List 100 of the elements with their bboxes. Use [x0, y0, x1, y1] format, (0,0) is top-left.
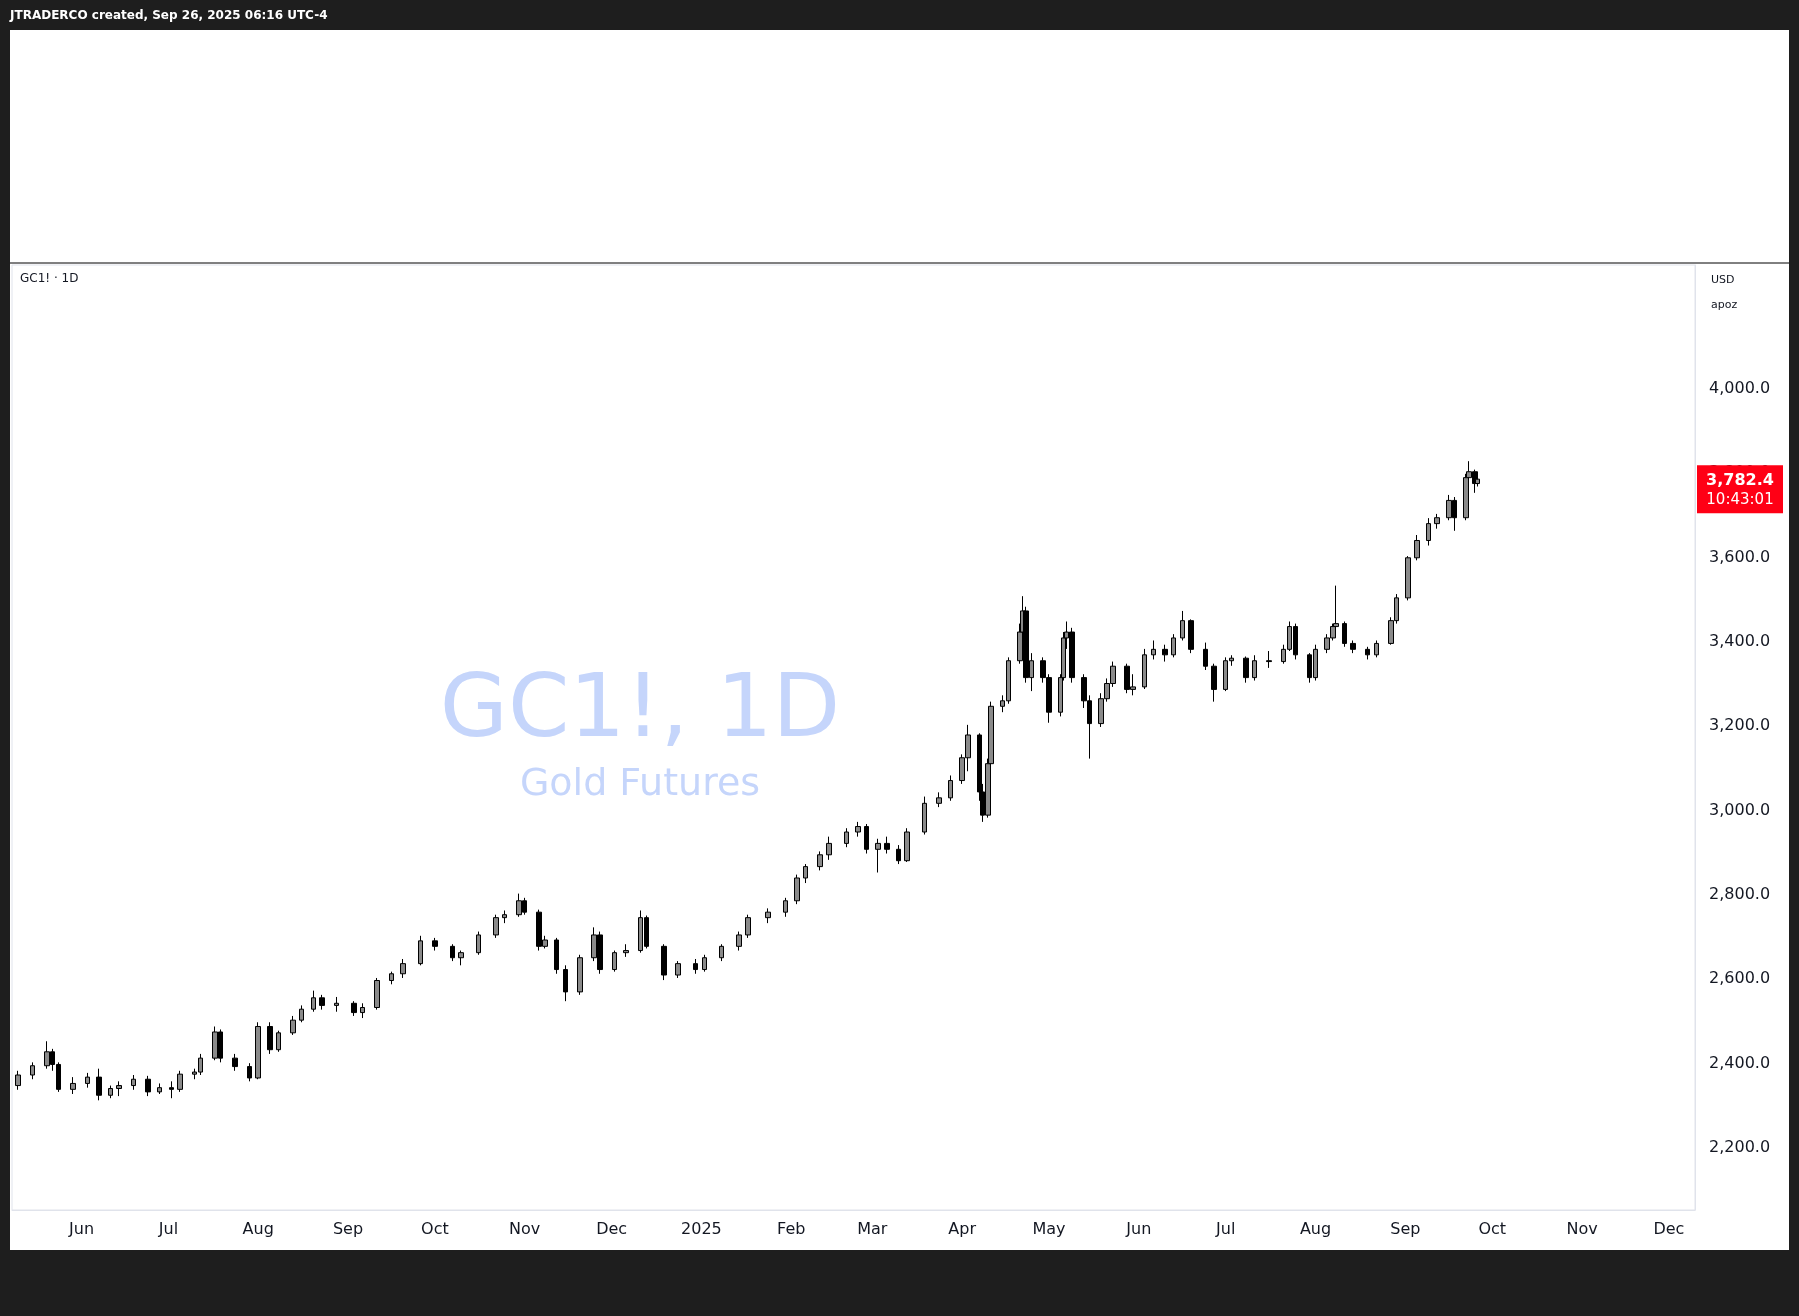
candlestick [299, 1004, 304, 1023]
candlestick [875, 838, 881, 873]
x-tick-label: Nov [509, 1218, 541, 1238]
x-tick-label: Mar [857, 1218, 888, 1238]
candlestick [563, 964, 568, 1002]
candlestick [476, 931, 481, 956]
candlestick [502, 909, 507, 924]
candlestick [131, 1074, 136, 1091]
candlestick [623, 943, 629, 958]
candlestick [1151, 639, 1156, 660]
text: JTRADERCO created, Sep 26, 2025 06:16 UTC-4 [9, 8, 328, 22]
candlestick [855, 821, 861, 838]
candlestick [276, 1030, 281, 1053]
candlestick [267, 1021, 273, 1055]
candlestick [1365, 646, 1370, 660]
candlestick [96, 1068, 102, 1101]
candlestick [1180, 610, 1185, 641]
x-tick-label: Feb [777, 1218, 806, 1238]
y-tick-label: 4,000.0 [1709, 377, 1771, 397]
candlestick [311, 990, 316, 1013]
x-tick-label: Jun [1125, 1218, 1152, 1238]
y-tick-label: 3,400.0 [1709, 630, 1771, 650]
x-tick-label: Sep [1390, 1218, 1421, 1238]
candlestick [334, 996, 339, 1013]
candlestick [948, 774, 953, 802]
x-tick-label: Oct [421, 1218, 449, 1238]
candlestick [577, 954, 583, 996]
candlestick [400, 958, 406, 979]
candlestick [745, 914, 751, 939]
candlestick [1203, 642, 1208, 671]
x-tick-label: Sep [332, 1218, 364, 1238]
candlestick [319, 994, 325, 1011]
candlestick [432, 937, 438, 952]
candlestick [675, 960, 681, 979]
candlestick [1162, 644, 1168, 663]
candlestick [177, 1070, 183, 1093]
x-tick-label: Apr [948, 1218, 977, 1238]
x-tick-label: Jul [1215, 1218, 1236, 1238]
x-tick-label: Dec [596, 1218, 628, 1238]
candlestick [1266, 650, 1272, 669]
x-tick-label: May [1032, 1218, 1066, 1238]
candlestick [864, 823, 869, 855]
text: GC1! · 1D [20, 271, 79, 285]
candlestick [1188, 618, 1194, 654]
candlestick [15, 1070, 21, 1091]
candlestick [1414, 534, 1420, 561]
candlestick [1252, 654, 1257, 682]
candlestick [108, 1085, 113, 1099]
y-tick-label: 3,200.0 [1709, 715, 1771, 735]
candlestick [351, 1000, 357, 1017]
candlestick [70, 1076, 76, 1095]
candlestick [661, 943, 667, 981]
y-tick-label: 2,800.0 [1709, 884, 1771, 904]
text: apoz [1711, 298, 1738, 311]
candlestick [794, 874, 800, 905]
candlestick [719, 943, 724, 962]
candlestick [145, 1075, 151, 1097]
y-axis-title: USD [1711, 273, 1735, 286]
candlestick [1142, 648, 1147, 690]
candlestick [1405, 555, 1411, 601]
candlestick [1350, 639, 1356, 654]
y-tick-label: 3,600.0 [1709, 546, 1771, 566]
candlestick [232, 1053, 238, 1072]
candlestick [826, 836, 832, 861]
candlestick [1243, 656, 1249, 684]
candlestick [116, 1080, 122, 1097]
candlestick [418, 935, 423, 966]
candlestick [817, 850, 823, 871]
candlestick [255, 1021, 261, 1080]
candlestick [702, 954, 707, 973]
candlestick [1211, 663, 1217, 703]
candlestick [450, 943, 455, 962]
candlestick [493, 914, 499, 939]
candlestick [612, 950, 617, 973]
y-tick-label: 2,400.0 [1709, 1052, 1771, 1072]
x-tick-label: Jun [68, 1218, 95, 1238]
candlestick [157, 1082, 162, 1095]
candlestick [1374, 639, 1379, 658]
candlestick [736, 931, 742, 952]
candlestick [290, 1015, 296, 1036]
candlestick [803, 863, 808, 884]
candlestick [844, 827, 849, 848]
candlestick [1342, 620, 1347, 648]
candlestick [1171, 633, 1176, 658]
y-tick-label: 3,000.0 [1709, 799, 1771, 819]
candlestick [554, 937, 559, 975]
text: 3,782.4 [1706, 469, 1774, 489]
candlestick [458, 950, 464, 966]
x-tick-label: Aug [242, 1218, 274, 1238]
candlestick [693, 958, 698, 975]
candlestick [884, 836, 890, 855]
y-tick-label: 2,200.0 [1709, 1137, 1771, 1157]
x-tick-label: Oct [1478, 1218, 1507, 1238]
candlestick [765, 907, 771, 924]
x-tick-label: Nov [1566, 1218, 1598, 1238]
x-tick-label: Dec [1653, 1218, 1685, 1238]
x-tick-label: 2025 [681, 1218, 722, 1238]
candlestick [904, 827, 910, 863]
candlestick [389, 971, 394, 985]
candlestick [374, 977, 380, 1011]
